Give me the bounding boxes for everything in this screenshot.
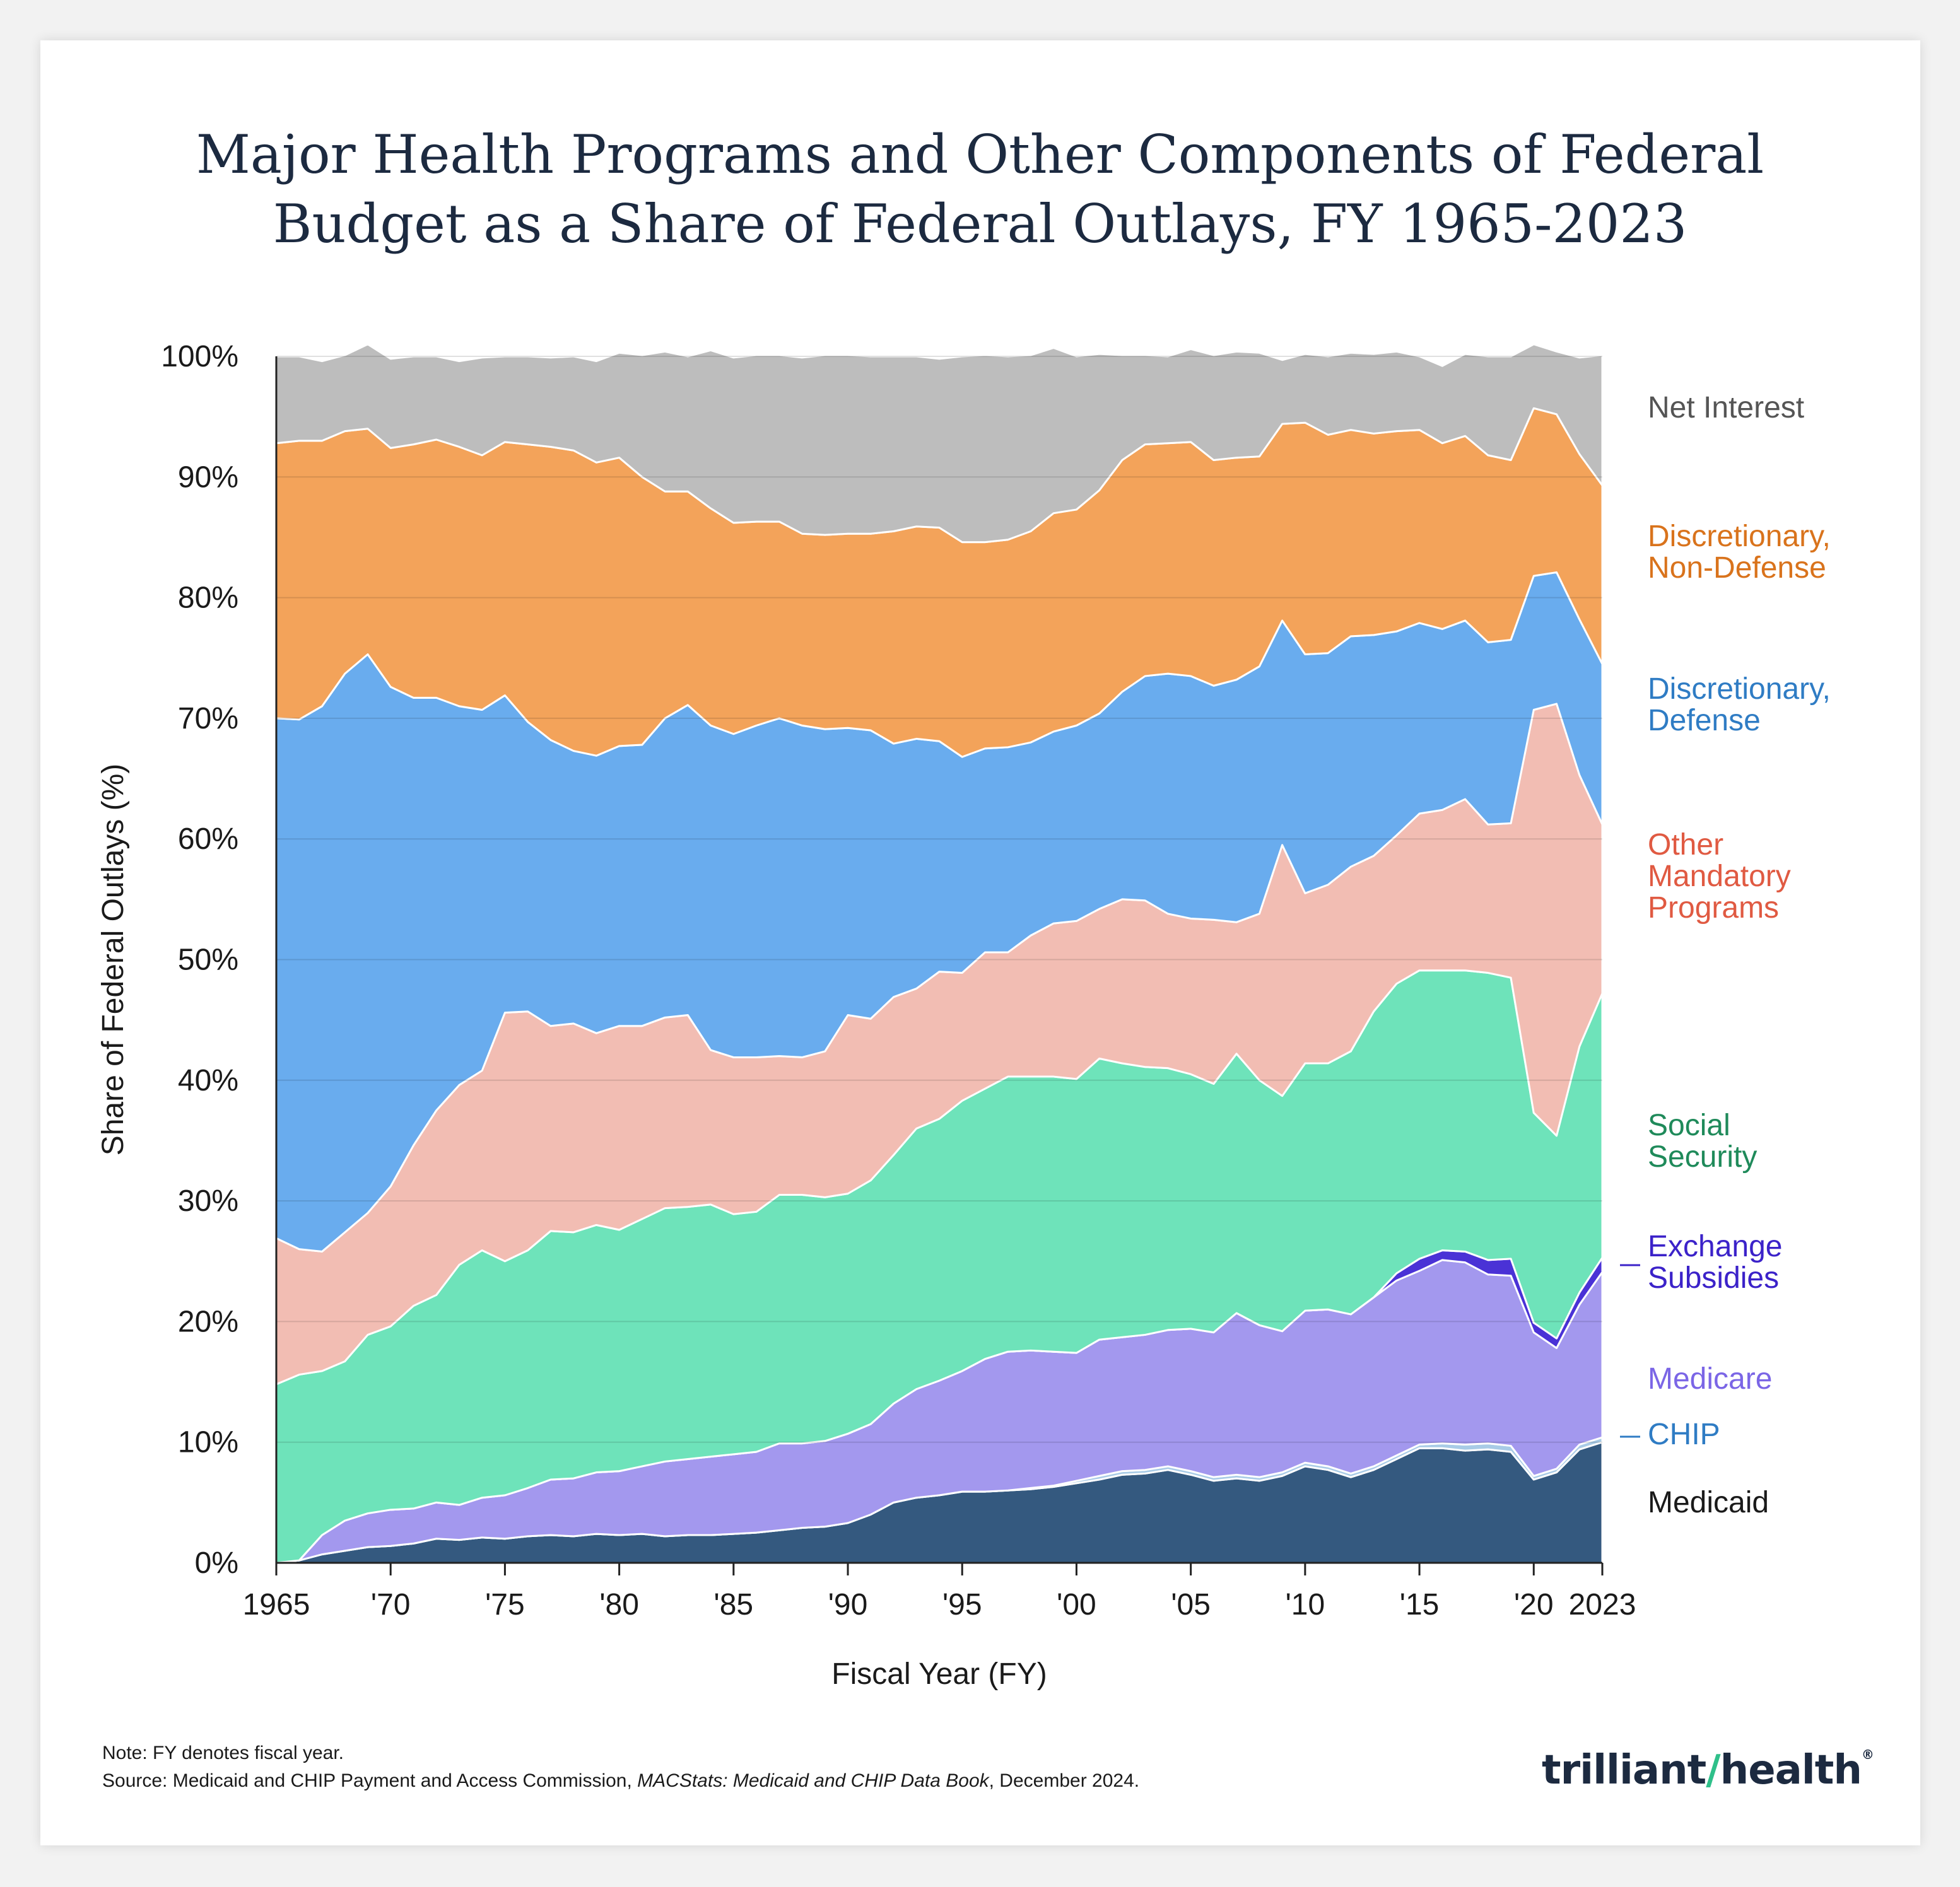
logo-text-right: health	[1720, 1747, 1862, 1794]
label-discretionary-defense: Defense	[1648, 704, 1761, 737]
x-tick-label: '85	[714, 1588, 754, 1621]
y-tick-label: 90%	[178, 460, 238, 494]
y-tick-label: 100%	[161, 340, 238, 373]
source-title: MACStats: Medicaid and CHIP Data Book	[637, 1770, 989, 1791]
series-label-layer: Net InterestDiscretionary,Non-DefenseDis…	[1620, 391, 1831, 1519]
x-tick-label: '90	[828, 1588, 868, 1621]
chart-title-line-2: Budget as a Share of Federal Outlays, FY…	[273, 193, 1687, 255]
y-tick-label: 80%	[178, 581, 238, 615]
logo-mark-icon: /	[1706, 1747, 1720, 1794]
logo-text-left: trilliant	[1542, 1747, 1706, 1794]
label-other-mandatory-programs: Mandatory	[1648, 860, 1791, 893]
trilliant-health-logo: trilliant/health®	[1542, 1747, 1874, 1794]
chart-title-line-1: Major Health Programs and Other Componen…	[196, 124, 1764, 185]
label-social-security: Security	[1648, 1140, 1757, 1174]
label-exchange-subsidies: Exchange	[1648, 1230, 1783, 1263]
x-tick-label: '80	[599, 1588, 639, 1621]
note-line: Note: FY denotes fiscal year.	[102, 1743, 344, 1763]
y-axis-title: Share of Federal Outlays (%)	[97, 764, 130, 1156]
gridline-layer	[276, 356, 1602, 1443]
x-tick-label: '00	[1057, 1588, 1096, 1621]
source-prefix: Source: Medicaid and CHIP Payment and Ac…	[102, 1770, 638, 1791]
y-tick-label: 50%	[178, 944, 238, 977]
x-tick-label: '95	[942, 1588, 982, 1621]
label-discretionary-non-defense: Non-Defense	[1648, 551, 1826, 585]
footnote: Note: FY denotes fiscal year. Source: Me…	[102, 1739, 1139, 1795]
y-tick-label: 0%	[195, 1546, 238, 1580]
x-tick-label: '15	[1400, 1588, 1440, 1621]
label-other-mandatory-programs: Other	[1648, 828, 1723, 862]
x-tick-label: '70	[371, 1588, 411, 1621]
y-tick-label: 20%	[178, 1305, 238, 1338]
label-chip: CHIP	[1648, 1418, 1720, 1451]
y-tick-label: 60%	[178, 822, 238, 856]
x-tick-label: 2023	[1569, 1588, 1636, 1621]
x-tick-label: '05	[1171, 1588, 1211, 1621]
area-layer	[275, 343, 1604, 1564]
label-medicare: Medicare	[1648, 1362, 1772, 1396]
label-discretionary-defense: Discretionary,	[1648, 672, 1831, 706]
y-tick-label: 40%	[178, 1064, 238, 1097]
source-suffix: , December 2024.	[989, 1770, 1140, 1791]
x-tick-label: '75	[485, 1588, 525, 1621]
label-social-security: Social	[1648, 1109, 1730, 1142]
chart-title: Major Health Programs and Other Componen…	[0, 120, 1960, 259]
x-tick-label: '10	[1286, 1588, 1325, 1621]
y-tick-label: 70%	[178, 702, 238, 735]
area-net-interest	[275, 343, 1604, 544]
label-medicaid: Medicaid	[1648, 1486, 1769, 1519]
source-line: Source: Medicaid and CHIP Payment and Ac…	[102, 1767, 1139, 1795]
label-discretionary-non-defense: Discretionary,	[1648, 520, 1831, 553]
registered-mark: ®	[1861, 1747, 1874, 1762]
y-tick-label: 10%	[178, 1426, 238, 1459]
label-net-interest: Net Interest	[1648, 391, 1804, 424]
label-exchange-subsidies: Subsidies	[1648, 1261, 1779, 1295]
x-tick-label: 1965	[243, 1588, 310, 1621]
label-other-mandatory-programs: Programs	[1648, 891, 1779, 925]
x-axis-title: Fiscal Year (FY)	[831, 1657, 1047, 1691]
axis-layer: 0% 10% 20% 30% 40% 50% 60% 70% 80% 90% 100% 1965 '70…	[97, 340, 1636, 1691]
y-tick-label: 30%	[178, 1184, 238, 1218]
x-tick-label: '20	[1514, 1588, 1554, 1621]
